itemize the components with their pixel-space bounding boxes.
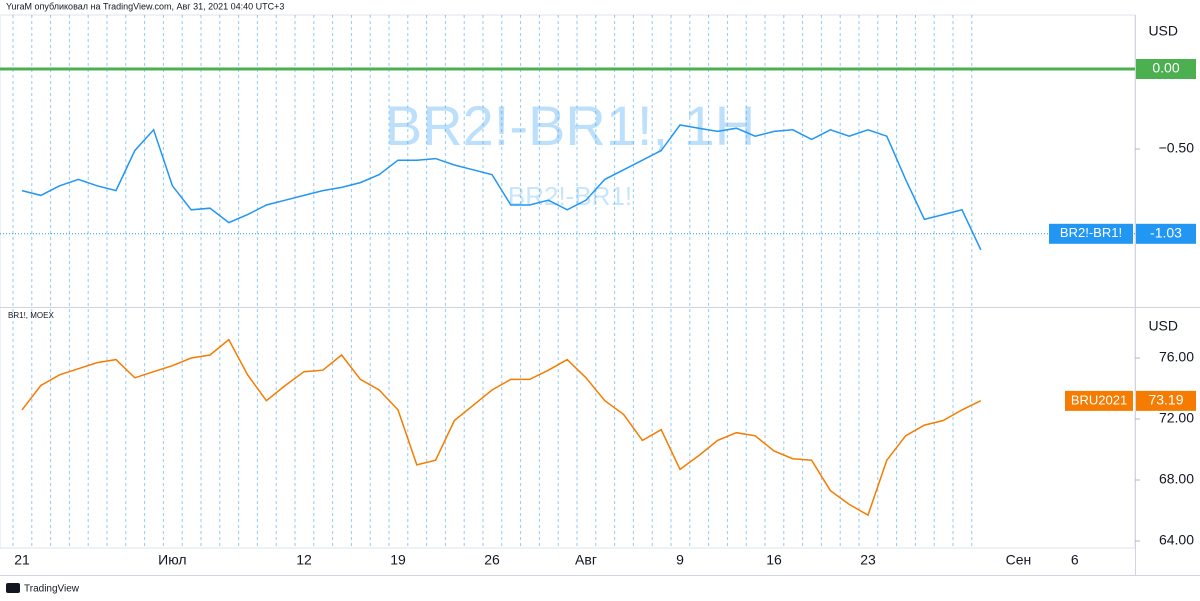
last-value: -1.03 <box>1150 225 1182 241</box>
hline-label: 0.00 <box>1152 60 1179 76</box>
series-line <box>21 338 982 517</box>
x-tick-label: 23 <box>860 552 876 568</box>
y-tick-label: 76.00 <box>1159 349 1194 365</box>
pane-title: BR1!, MOEX <box>8 311 54 320</box>
hline-label-box <box>1136 59 1196 79</box>
x-tick-label: Сен <box>1006 552 1032 568</box>
series-name: BR2!-BR1! <box>1060 225 1122 240</box>
last-value-box <box>1136 223 1196 244</box>
x-tick-label: 19 <box>390 552 406 568</box>
x-tick-label: 6 <box>1071 552 1079 568</box>
series-name: BRU2021 <box>1071 392 1127 407</box>
x-tick-label: 9 <box>676 552 684 568</box>
series-line <box>21 124 982 251</box>
footer: TradingView <box>24 584 80 595</box>
logo <box>6 583 20 593</box>
x-tick-label: Июл <box>158 552 186 568</box>
watermark: BR2!-BR1!, 1H <box>385 94 755 157</box>
x-tick-label: 12 <box>296 552 312 568</box>
last-value-box <box>1136 390 1196 411</box>
plot-frame <box>0 14 1136 549</box>
watermark-sub: BR2!-BR1! <box>508 181 632 211</box>
y-tick-label: 68.00 <box>1159 471 1194 487</box>
y-tick-label: −0.50 <box>1159 140 1195 156</box>
x-tick-label: 26 <box>484 552 500 568</box>
y-tick-label: 64.00 <box>1159 532 1194 548</box>
header: YuraM опубликовал на TradingView.com, Ав… <box>6 1 284 11</box>
series-name-box <box>1065 390 1133 411</box>
x-tick-label: 16 <box>766 552 782 568</box>
y-tick-label: 72.00 <box>1159 410 1194 426</box>
x-tick-label: 21 <box>14 552 30 568</box>
unit-label: USD <box>1148 318 1178 334</box>
last-value: 73.19 <box>1148 392 1183 408</box>
series-name-box <box>1049 223 1133 244</box>
x-tick-label: Авг <box>575 552 597 568</box>
unit-label: USD <box>1148 23 1178 39</box>
